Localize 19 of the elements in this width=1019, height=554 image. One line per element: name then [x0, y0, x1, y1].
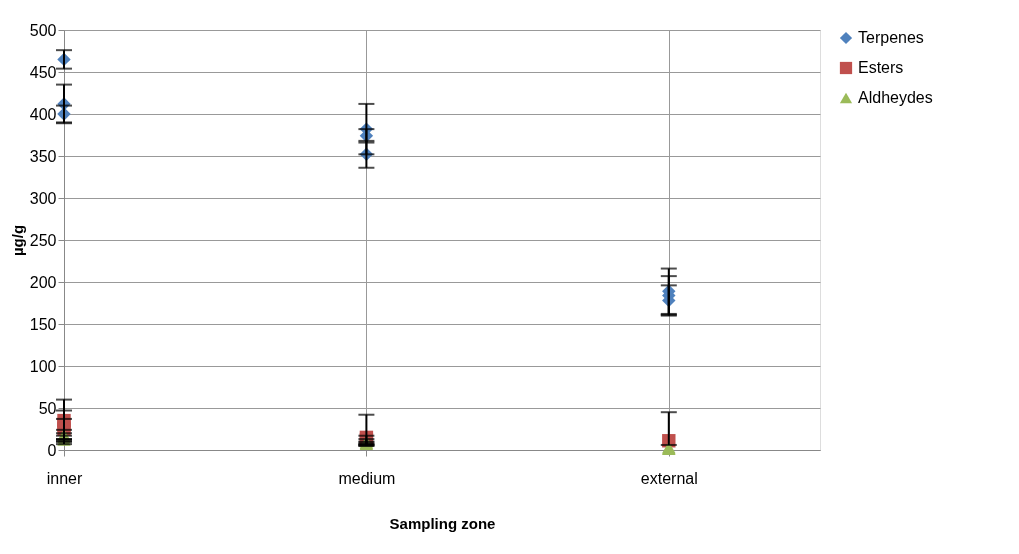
y-tick-label: 400 — [29, 105, 57, 123]
legend-label: Esters — [858, 59, 904, 76]
legend-label: Aldheydes — [858, 89, 933, 106]
y-tick-label: 0 — [47, 441, 57, 459]
y-axis-title: µg/g — [8, 224, 26, 257]
legend-label: Terpenes — [858, 29, 924, 46]
y-tick-label: 50 — [38, 399, 57, 417]
x-axis-title: Sampling zone — [389, 514, 496, 532]
x-tick-label: external — [640, 469, 698, 487]
y-tick-label: 250 — [29, 231, 57, 249]
x-tick-label: inner — [46, 469, 83, 487]
y-tick-label: 350 — [29, 147, 57, 165]
y-tick-label: 200 — [29, 273, 57, 291]
x-tick-label: medium — [338, 469, 396, 487]
y-tick-label: 450 — [29, 63, 57, 81]
y-tick-label: 100 — [29, 357, 57, 375]
y-tick-label: 150 — [29, 315, 57, 333]
y-tick-label: 300 — [29, 189, 57, 207]
y-tick-label: 500 — [29, 21, 57, 39]
